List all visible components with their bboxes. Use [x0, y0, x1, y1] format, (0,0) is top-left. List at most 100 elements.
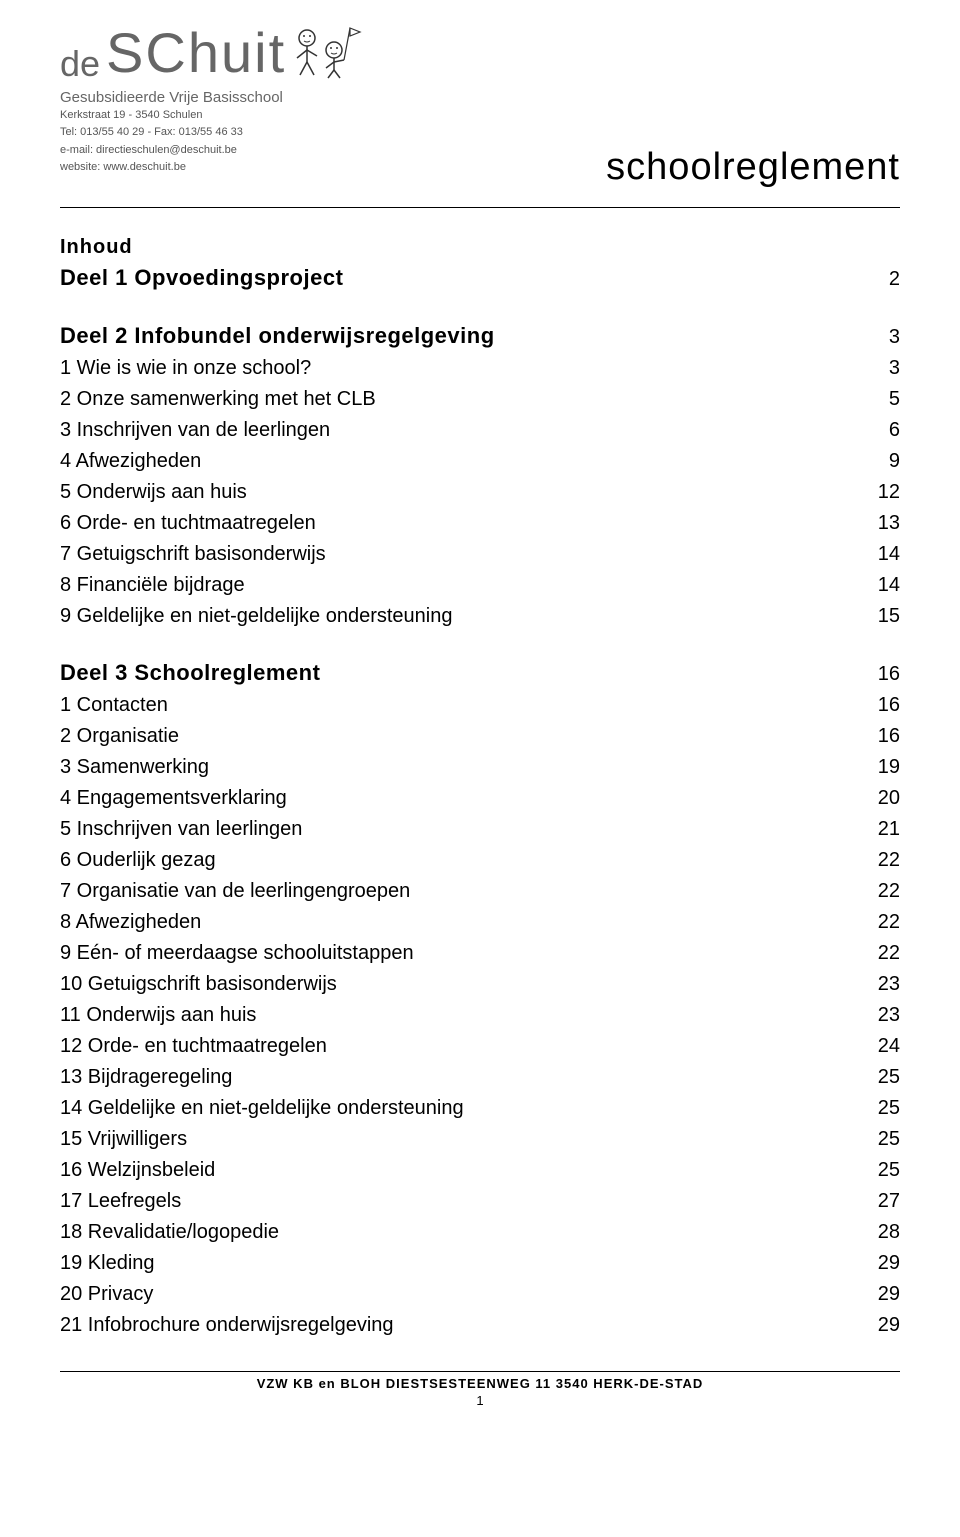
header-block: de SChuit: [60, 20, 900, 207]
toc-item-label: 7 Organisatie van de leerlingengroepen: [60, 876, 410, 907]
toc-item-label: 8 Afwezigheden: [60, 907, 201, 938]
toc-page-number: 9: [860, 446, 900, 477]
toc-item-label: 17 Leefregels: [60, 1186, 181, 1217]
toc-item-row: 1 Contacten16: [60, 690, 900, 721]
toc-page-number: 20: [860, 783, 900, 814]
logo-stick-figure-icon: [292, 20, 362, 85]
toc-page-number: 23: [860, 1000, 900, 1031]
toc-section-row: Deel 1 Opvoedingsproject 2: [60, 261, 900, 295]
toc-item-row: 5 Onderwijs aan huis 12: [60, 477, 900, 508]
toc-page-number: 15: [860, 601, 900, 632]
toc-item-row: 3 Samenwerking 19: [60, 752, 900, 783]
toc-item-label: 14 Geldelijke en niet-geldelijke onderst…: [60, 1093, 464, 1124]
logo-text-row: de SChuit: [60, 20, 362, 85]
toc-item-row: 14 Geldelijke en niet-geldelijke onderst…: [60, 1093, 900, 1124]
school-subtitle: Gesubsidieerde Vrije Basisschool: [60, 89, 362, 106]
toc-item-row: 3 Inschrijven van de leerlingen 6: [60, 415, 900, 446]
toc-item-row: 17 Leefregels 27: [60, 1186, 900, 1217]
toc-page-number: 16: [860, 721, 900, 752]
toc-item-row: 1 Wie is wie in onze school? 3: [60, 353, 900, 384]
school-address: Kerkstraat 19 - 3540 Schulen: [60, 108, 362, 123]
toc-page-number: 22: [860, 938, 900, 969]
toc-page-number: 29: [860, 1248, 900, 1279]
toc-item-row: 12 Orde- en tuchtmaatregelen24: [60, 1031, 900, 1062]
toc-item-label: 4 Afwezigheden: [60, 446, 201, 477]
toc-item-label: 2 Organisatie: [60, 721, 179, 752]
toc-item-label: 1 Contacten: [60, 690, 168, 721]
toc-page-number: 27: [860, 1186, 900, 1217]
toc-item-row: 18 Revalidatie/logopedie 28: [60, 1217, 900, 1248]
toc-section-title: Deel 1 Opvoedingsproject: [60, 261, 343, 295]
toc-item-row: 10 Getuigschrift basisonderwijs 23: [60, 969, 900, 1000]
toc-section-row: Deel 2 Infobundel onderwijsregelgeving 3: [60, 319, 900, 353]
toc-item-row: 21 Infobrochure onderwijsregelgeving 29: [60, 1310, 900, 1341]
toc-item-label: 20 Privacy: [60, 1279, 153, 1310]
toc-page-number: 28: [860, 1217, 900, 1248]
toc-item-row: 4 Engagementsverklaring 20: [60, 783, 900, 814]
toc-item-row: 11 Onderwijs aan huis 23: [60, 1000, 900, 1031]
toc-item-label: 15 Vrijwilligers: [60, 1124, 187, 1155]
school-email: e-mail: directieschulen@deschuit.be: [60, 143, 362, 158]
toc-item-label: 8 Financiële bijdrage: [60, 570, 245, 601]
logo-de-text: de: [60, 43, 100, 85]
toc-page-number: 22: [860, 876, 900, 907]
toc-item-label: 5 Inschrijven van leerlingen: [60, 814, 302, 845]
toc-item-label: 3 Inschrijven van de leerlingen: [60, 415, 330, 446]
inhoud-label: Inhoud: [60, 236, 900, 259]
toc-item-row: 6 Ouderlijk gezag22: [60, 845, 900, 876]
toc-item-label: 5 Onderwijs aan huis: [60, 477, 247, 508]
toc-item-row: 19 Kleding 29: [60, 1248, 900, 1279]
toc-page-number: 24: [860, 1031, 900, 1062]
logo-area: de SChuit: [60, 20, 362, 176]
toc-item-row: 13 Bijdrageregeling25: [60, 1062, 900, 1093]
school-tel: Tel: 013/55 40 29 - Fax: 013/55 46 33: [60, 125, 362, 140]
toc-item-row: 5 Inschrijven van leerlingen21: [60, 814, 900, 845]
toc-page-number: 14: [860, 570, 900, 601]
toc-page-number: 22: [860, 845, 900, 876]
toc-item-row: 15 Vrijwilligers 25: [60, 1124, 900, 1155]
toc-item-label: 1 Wie is wie in onze school?: [60, 353, 311, 384]
toc-item-label: 6 Orde- en tuchtmaatregelen: [60, 508, 316, 539]
toc-item-label: 9 Eén- of meerdaagse schooluitstappen: [60, 938, 414, 969]
toc-item-label: 18 Revalidatie/logopedie: [60, 1217, 279, 1248]
toc-page-number: 25: [860, 1093, 900, 1124]
toc-item-label: 16 Welzijnsbeleid: [60, 1155, 215, 1186]
toc-item-row: 7 Organisatie van de leerlingengroepen 22: [60, 876, 900, 907]
toc-page-number: 22: [860, 907, 900, 938]
toc-page-number: 6: [860, 415, 900, 446]
toc-item-row: 16 Welzijnsbeleid25: [60, 1155, 900, 1186]
toc-page-number: 16: [860, 659, 900, 690]
toc-page-number: 25: [860, 1124, 900, 1155]
toc-item-row: 6 Orde- en tuchtmaatregelen 13: [60, 508, 900, 539]
toc-page-number: 13: [860, 508, 900, 539]
toc-item-label: 7 Getuigschrift basisonderwijs: [60, 539, 326, 570]
footer-divider: [60, 1371, 900, 1372]
toc-item-row: 2 Organisatie 16: [60, 721, 900, 752]
toc-page-number: 14: [860, 539, 900, 570]
toc-item-row: 4 Afwezigheden 9: [60, 446, 900, 477]
footer-page-number: 1: [60, 1393, 900, 1408]
toc-page-number: 19: [860, 752, 900, 783]
toc-item-label: 2 Onze samenwerking met het CLB: [60, 384, 376, 415]
toc-page-number: 25: [860, 1062, 900, 1093]
toc-item-row: 7 Getuigschrift basisonderwijs 14: [60, 539, 900, 570]
toc-page-number: 29: [860, 1310, 900, 1341]
toc-item-label: 4 Engagementsverklaring: [60, 783, 287, 814]
toc-item-label: 21 Infobrochure onderwijsregelgeving: [60, 1310, 394, 1341]
toc-page-number: 29: [860, 1279, 900, 1310]
toc-item-label: 10 Getuigschrift basisonderwijs: [60, 969, 337, 1000]
toc-item-row: 9 Eén- of meerdaagse schooluitstappen 22: [60, 938, 900, 969]
toc-item-label: 19 Kleding: [60, 1248, 155, 1279]
toc-item-row: 20 Privacy 29: [60, 1279, 900, 1310]
toc-page-number: 5: [860, 384, 900, 415]
toc-item-label: 3 Samenwerking: [60, 752, 209, 783]
toc-item-row: 8 Financiële bijdrage 14: [60, 570, 900, 601]
toc-item-row: 9 Geldelijke en niet-geldelijke onderste…: [60, 601, 900, 632]
toc-page-number: 23: [860, 969, 900, 1000]
toc-page-number: 2: [860, 264, 900, 295]
section-gap: [60, 295, 900, 319]
section-gap: [60, 632, 900, 656]
toc-item-label: 11 Onderwijs aan huis: [60, 1000, 256, 1031]
toc-page-number: 3: [860, 353, 900, 384]
toc-page-number: 12: [860, 477, 900, 508]
